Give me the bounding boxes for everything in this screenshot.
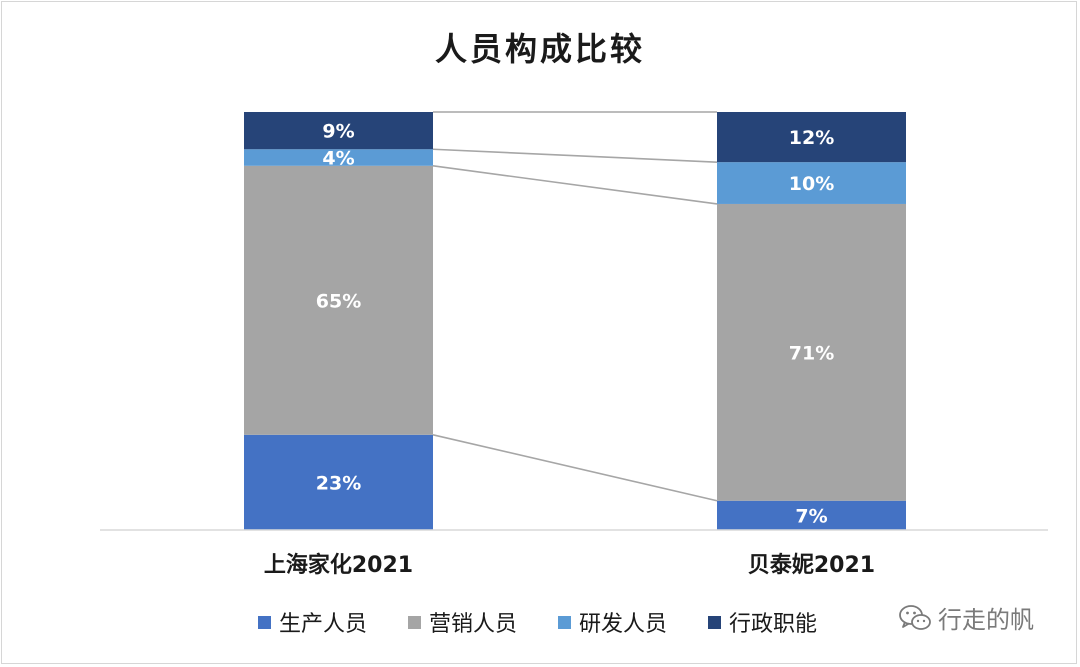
connector-line-2 <box>432 165 718 205</box>
watermark: 行走的帆 <box>898 600 1034 635</box>
bar-segment-2-2 <box>717 203 906 501</box>
bar-segment-1-2 <box>717 500 906 530</box>
legend: 生产人员 营销人员 研发人员 行政职能 <box>0 606 1080 638</box>
legend-item-1: 生产人员 <box>258 606 367 638</box>
category-labels: 上海家化2021 贝泰妮2021 <box>264 552 875 578</box>
legend-label-2: 营销人员 <box>429 612 518 637</box>
data-labels: 23% 65% 4% 9% 7% 71% 10% 12% <box>316 121 834 528</box>
data-label-2-1: 65% <box>316 290 361 312</box>
bar-stacks <box>244 112 906 530</box>
legend-item-3: 研发人员 <box>558 606 667 638</box>
legend-swatch-1 <box>258 615 271 629</box>
connector-line-3 <box>432 148 718 163</box>
bar-segment-4-2 <box>717 112 906 163</box>
legend-label-1: 生产人员 <box>279 612 368 637</box>
bar-segment-3-2 <box>717 162 906 204</box>
data-label-1-2: 7% <box>795 505 827 527</box>
connector-line-1 <box>432 434 718 502</box>
data-label-1-1: 23% <box>316 472 361 494</box>
bar-segment-4-1 <box>244 112 433 150</box>
legend-item-2: 营销人员 <box>408 606 517 638</box>
category-label-1: 上海家化2021 <box>264 552 413 578</box>
series-connector-lines <box>432 111 718 502</box>
data-label-4-2: 12% <box>789 127 834 149</box>
category-label-2: 贝泰妮2021 <box>748 552 875 578</box>
bar-segment-3-1 <box>244 149 433 166</box>
bar-segment-1-1 <box>244 434 433 530</box>
legend-swatch-2 <box>408 615 421 629</box>
bar-segment-2-1 <box>244 165 433 435</box>
data-label-3-2: 10% <box>789 173 834 195</box>
chart-title: 人员构成比较 <box>434 30 645 68</box>
legend-swatch-4 <box>708 615 721 629</box>
data-label-4-1: 9% <box>322 121 354 143</box>
data-label-3-1: 4% <box>322 148 354 170</box>
legend-label-3: 研发人员 <box>579 612 668 637</box>
legend-swatch-3 <box>558 615 571 629</box>
wechat-icon <box>899 604 931 630</box>
legend-item-4: 行政职能 <box>708 606 817 638</box>
legend-label-4: 行政职能 <box>729 612 818 637</box>
watermark-text: 行走的帆 <box>938 606 1034 634</box>
data-label-2-2: 71% <box>789 342 834 364</box>
